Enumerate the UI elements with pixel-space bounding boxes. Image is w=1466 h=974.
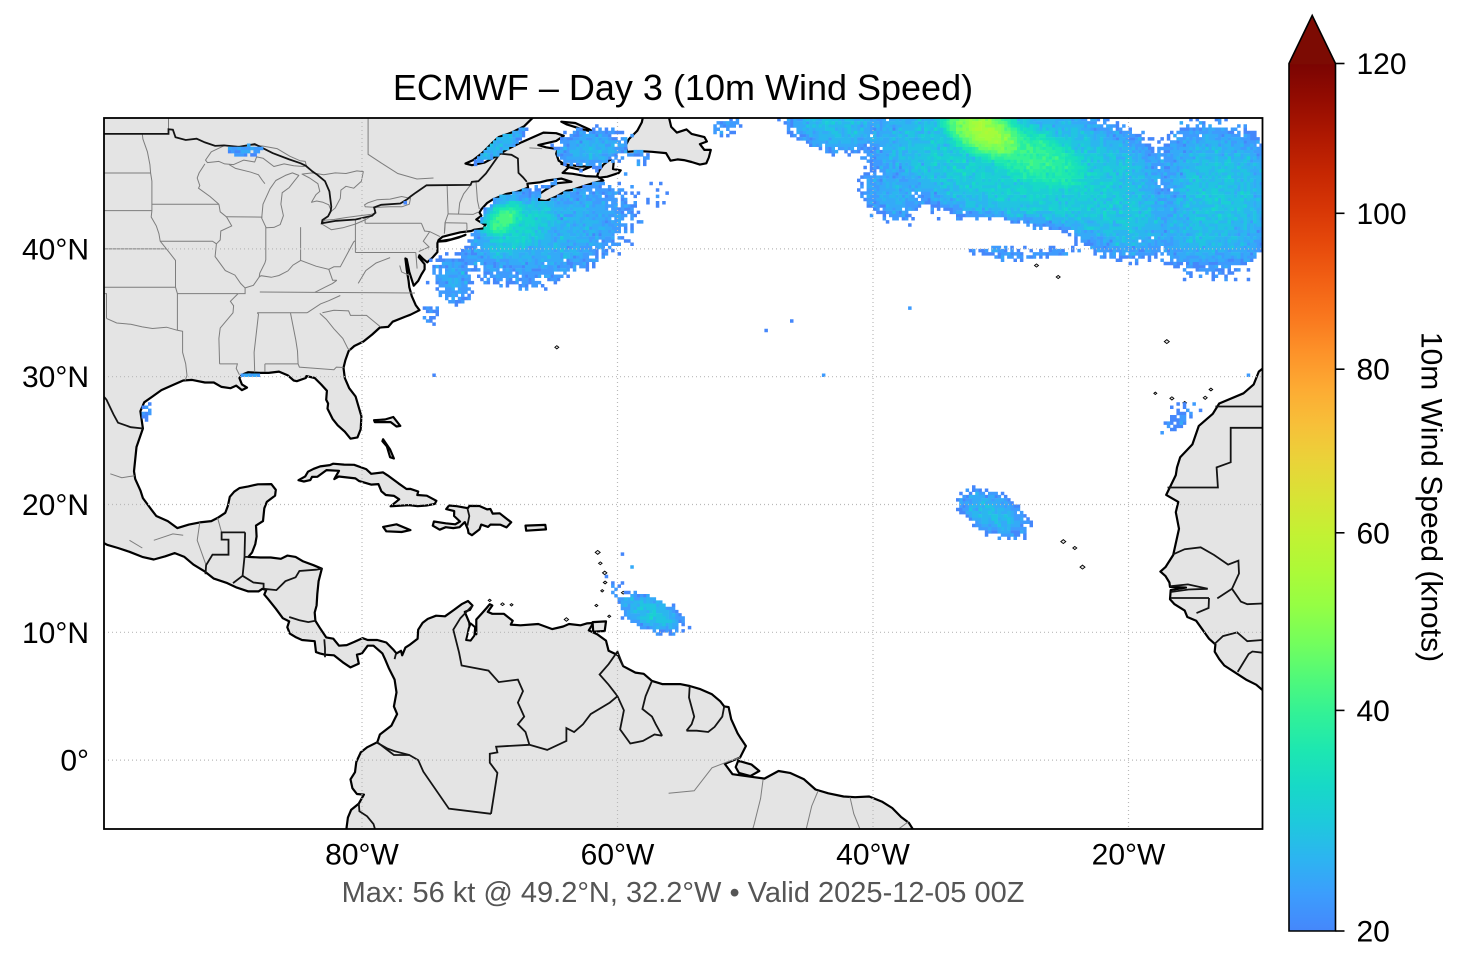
svg-text:60°W: 60°W xyxy=(581,839,655,872)
svg-text:ECMWF – Day 3 (10m Wind Speed): ECMWF – Day 3 (10m Wind Speed) xyxy=(393,67,973,108)
svg-text:40: 40 xyxy=(1357,695,1390,728)
svg-text:100: 100 xyxy=(1357,198,1407,231)
svg-text:60: 60 xyxy=(1357,517,1390,550)
svg-text:120: 120 xyxy=(1357,48,1407,81)
svg-text:20°W: 20°W xyxy=(1092,839,1166,872)
svg-text:10m Wind Speed (knots): 10m Wind Speed (knots) xyxy=(1415,332,1448,662)
svg-text:30°N: 30°N xyxy=(22,361,89,394)
svg-text:0°: 0° xyxy=(60,745,89,778)
svg-text:80: 80 xyxy=(1357,354,1390,387)
svg-text:10°N: 10°N xyxy=(22,617,89,650)
svg-text:20: 20 xyxy=(1357,916,1390,949)
svg-text:20°N: 20°N xyxy=(22,489,89,522)
svg-text:40°N: 40°N xyxy=(22,233,89,266)
svg-text:Max: 56 kt @ 49.2°N, 32.2°W •: Max: 56 kt @ 49.2°N, 32.2°W • Valid 2025… xyxy=(342,877,1025,909)
svg-text:80°W: 80°W xyxy=(325,839,399,872)
svg-text:40°W: 40°W xyxy=(836,839,910,872)
